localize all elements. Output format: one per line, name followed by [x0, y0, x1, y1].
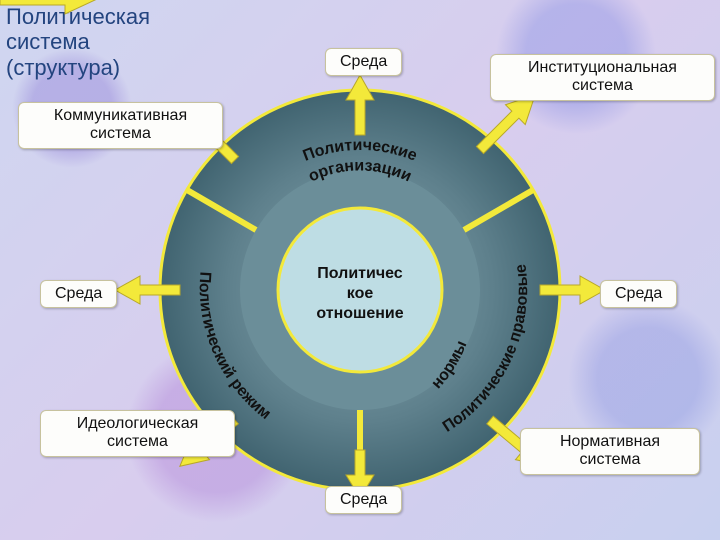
- box-bottom-right: Нормативная система: [520, 428, 700, 475]
- box-top-right-l2: система: [572, 77, 633, 94]
- center-text-2: кое: [347, 285, 374, 302]
- box-top-right-l1: Институциональная: [528, 59, 677, 76]
- box-bottom-right-l2: система: [580, 451, 641, 468]
- center-text-3: отношение: [316, 305, 403, 322]
- box-top-right: Институциональная система: [490, 54, 715, 101]
- center-text-1: Политичес: [317, 265, 403, 282]
- box-bottom-left: Идеологическая система: [40, 410, 235, 457]
- box-bottom-left-l2: система: [107, 433, 168, 450]
- box-right: Среда: [600, 280, 677, 308]
- box-top-left: Коммуникативная система: [18, 102, 223, 149]
- diagram-canvas: Политическая система(структура): [0, 0, 720, 540]
- box-bottom-right-l1: Нормативная: [560, 433, 660, 450]
- box-top-left-l2: система: [90, 125, 151, 142]
- box-left: Среда: [40, 280, 117, 308]
- box-bottom-left-l1: Идеологическая: [77, 415, 199, 432]
- box-top: Среда: [325, 48, 402, 76]
- box-bottom: Среда: [325, 486, 402, 514]
- box-top-left-l1: Коммуникативная: [54, 107, 187, 124]
